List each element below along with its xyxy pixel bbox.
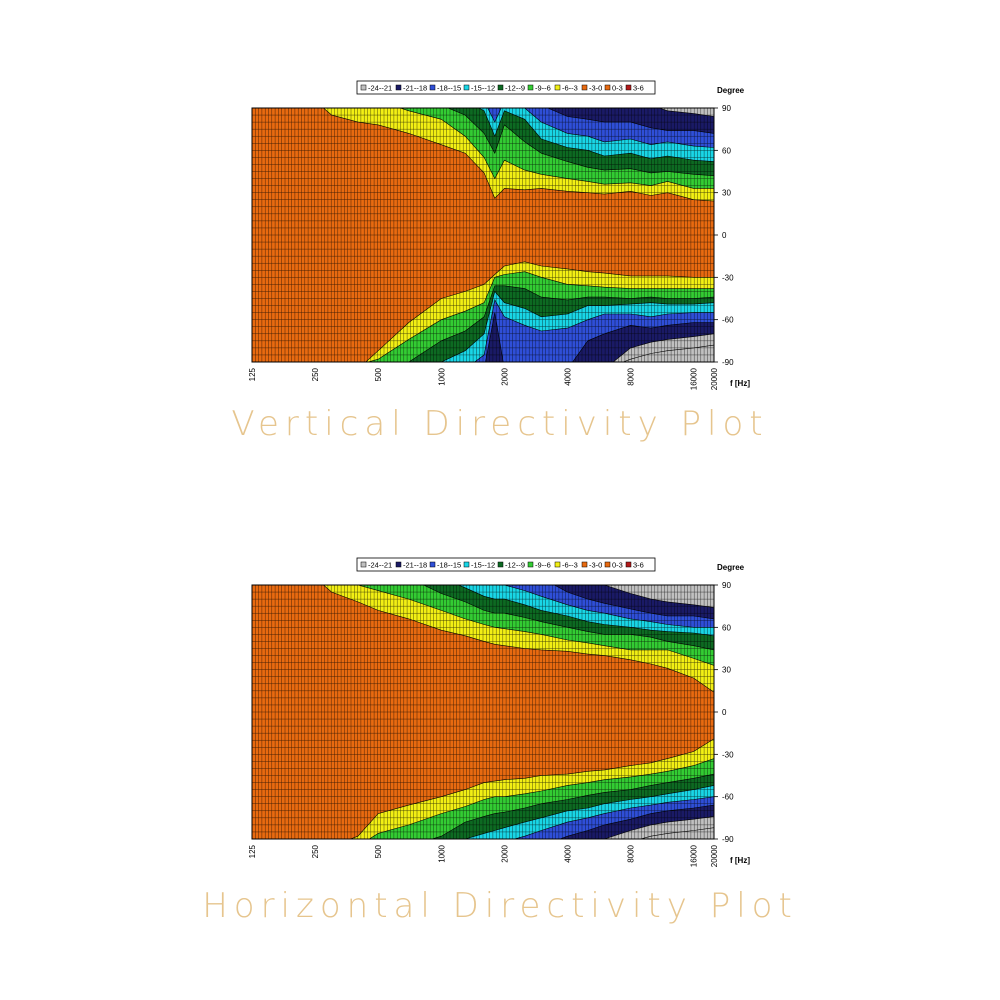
y-axis-title: Degree <box>717 86 745 95</box>
legend-label: -15--12 <box>471 84 495 93</box>
legend-swatch <box>360 561 367 568</box>
vertical-plot-caption: Vertical Directivity Plot <box>231 404 769 444</box>
legend-swatch <box>395 84 402 91</box>
x-tick-label: 20000 <box>710 844 719 867</box>
legend-label: -15--12 <box>471 561 495 570</box>
legend-swatch <box>625 561 632 568</box>
grid-lines <box>251 584 715 840</box>
legend-swatch <box>581 84 588 91</box>
y-tick-label: -30 <box>722 750 734 759</box>
x-tick-label: 16000 <box>690 367 699 390</box>
legend-swatch <box>554 84 561 91</box>
legend-label: -12--9 <box>505 561 525 570</box>
y-axis-title: Degree <box>717 563 745 572</box>
legend-label: -3-0 <box>589 84 602 93</box>
lower-band-minus24 <box>622 344 714 362</box>
upper-band-minus18 <box>547 108 714 134</box>
x-tick-label: 2000 <box>500 844 509 862</box>
y-tick-label: 30 <box>722 666 731 675</box>
legend-label: 3-6 <box>633 84 644 93</box>
y-tick-label: 30 <box>722 189 731 198</box>
x-tick-label: 8000 <box>627 844 636 862</box>
legend-label: -18--15 <box>437 561 461 570</box>
x-tick-label: 4000 <box>563 844 572 862</box>
y-tick-label: -90 <box>722 835 734 844</box>
x-axis-title: f [Hz] <box>730 379 750 388</box>
legend-label: -24--21 <box>368 84 392 93</box>
legend-label: -12--9 <box>505 84 525 93</box>
y-tick-label: -60 <box>722 793 734 802</box>
legend-swatch <box>527 84 534 91</box>
x-tick-label: 500 <box>374 844 383 858</box>
legend-swatch <box>463 84 470 91</box>
legend-label: -9--6 <box>535 84 551 93</box>
legend-label: -6--3 <box>562 84 578 93</box>
legend-label: -3-0 <box>589 561 602 570</box>
legend-swatch <box>497 84 504 91</box>
x-tick-label: 8000 <box>627 367 636 385</box>
grid-lines <box>251 107 715 363</box>
legend-label: -24--21 <box>368 561 392 570</box>
legend-label: -6--3 <box>562 561 578 570</box>
y-tick-label: 0 <box>722 231 727 240</box>
legend-swatch <box>554 561 561 568</box>
y-tick-label: 0 <box>722 708 727 717</box>
y-tick-label: 90 <box>722 104 731 113</box>
legend-swatch <box>463 561 470 568</box>
legend: -24--21 -21--18 -18--15 -15--12 -12--9 -9--6 -… <box>356 557 656 572</box>
x-tick-label: 2000 <box>500 367 509 385</box>
legend-swatch <box>395 561 402 568</box>
y-tick-label: 60 <box>722 146 731 155</box>
x-axis-title: f [Hz] <box>730 856 750 865</box>
x-tick-label: 125 <box>248 367 257 381</box>
x-tick-label: 1000 <box>437 844 446 862</box>
legend-swatch <box>429 561 436 568</box>
legend-label: 0-3 <box>612 84 623 93</box>
y-tick-label: -90 <box>722 358 734 367</box>
horizontal-plot-caption: Horizontal Directivity Plot <box>202 886 798 926</box>
legend-label: 3-6 <box>633 561 644 570</box>
x-tick-label: 250 <box>311 844 320 858</box>
x-tick-label: 125 <box>248 844 257 858</box>
y-tick-label: 60 <box>722 623 731 632</box>
legend-swatch <box>429 84 436 91</box>
legend-swatch <box>581 561 588 568</box>
upper-band-minus21 <box>602 585 714 608</box>
x-tick-label: 500 <box>374 367 383 381</box>
x-tick-label: 4000 <box>563 367 572 385</box>
legend-box <box>356 80 656 95</box>
horizontal-directivity-panel: 90 60 30 0 -30 -60 -90 Degree 125 250 500 1000 2000 4… <box>0 552 1000 872</box>
legend-swatch <box>604 561 611 568</box>
upper-band-minus21 <box>658 108 714 117</box>
y-tick-label: -60 <box>722 316 734 325</box>
legend-swatch <box>604 84 611 91</box>
legend-swatch <box>360 84 367 91</box>
legend-swatch <box>625 84 632 91</box>
x-tick-label: 250 <box>311 367 320 381</box>
y-tick-label: 90 <box>722 581 731 590</box>
x-tick-label: 16000 <box>690 844 699 867</box>
x-tick-label: 1000 <box>437 367 446 385</box>
x-tick-label: 20000 <box>710 367 719 390</box>
legend-label: 0-3 <box>612 561 623 570</box>
vertical-directivity-panel: 90 60 30 0 -30 -60 -90 Degree 125 250 500 1000 2000 4… <box>0 75 1000 395</box>
lower-band-minus24 <box>639 827 714 839</box>
legend-label: -21--18 <box>403 561 427 570</box>
legend-label: -18--15 <box>437 84 461 93</box>
y-tick-label: -30 <box>722 273 734 282</box>
legend-box <box>356 557 656 572</box>
legend-swatch <box>497 561 504 568</box>
legend-swatch <box>527 561 534 568</box>
legend-label: -21--18 <box>403 84 427 93</box>
legend-label: -9--6 <box>535 561 551 570</box>
legend: -24--21 -21--18 -18--15 -15--12 -12--9 -9--6 -… <box>356 80 656 95</box>
